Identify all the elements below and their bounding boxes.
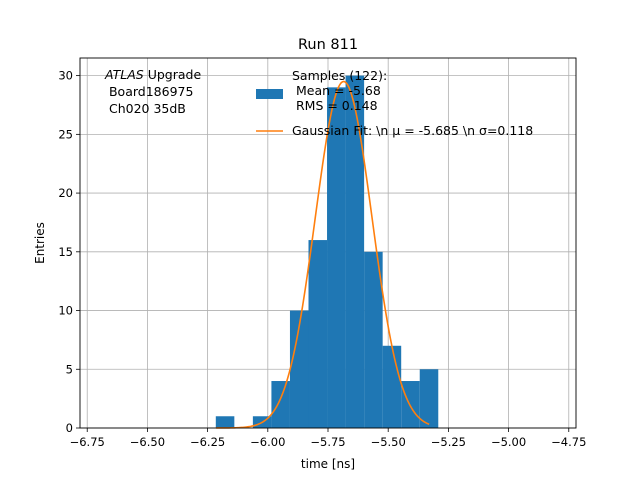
x-tick-label: −6.00 <box>250 435 285 449</box>
y-tick-label: 0 <box>66 421 73 435</box>
x-tick-label: −5.25 <box>431 435 466 449</box>
legend: Samples (122): Mean = -5.68 RMS = 0.148 G… <box>256 68 533 138</box>
histogram-bar <box>345 75 365 428</box>
y-axis-ticks: 0 5 10 15 20 25 30 <box>58 69 80 435</box>
histogram-bar <box>308 240 328 428</box>
x-tick-label: −6.25 <box>190 435 225 449</box>
x-tick-label: −5.00 <box>491 435 526 449</box>
x-tick-label: −5.50 <box>371 435 406 449</box>
x-axis-label: time [ns] <box>301 457 355 471</box>
gaussian-fit-curve <box>216 80 430 429</box>
x-tick-label: −6.50 <box>130 435 165 449</box>
legend-swatch-histogram <box>256 89 283 99</box>
atlas-annotation: ATLAS Upgrade Board186975 Ch020 35dB <box>104 67 201 116</box>
histogram-bar <box>364 251 383 428</box>
x-tick-label: −4.75 <box>551 435 586 449</box>
chart-title: Run 811 <box>298 37 358 53</box>
legend-label-histogram: RMS = 0.148 <box>292 98 378 113</box>
x-axis-ticks: −6.75 −6.50 −6.25 −6.00 −5.75 −5.50 −5.25 −5.00… <box>70 428 586 449</box>
x-tick-label: −6.75 <box>70 435 105 449</box>
histogram-bar <box>271 381 290 428</box>
annotation-line: Board186975 <box>105 84 193 99</box>
x-tick-label: −5.75 <box>310 435 345 449</box>
y-tick-label: 10 <box>58 304 73 318</box>
legend-label-histogram: Samples (122): <box>292 68 387 83</box>
y-tick-label: 20 <box>58 186 73 200</box>
histogram-bar <box>382 345 402 428</box>
legend-label-fit: Gaussian Fit: \n μ = -5.685 \n σ=0.118 <box>292 123 533 138</box>
legend-label-histogram: Mean = -5.68 <box>292 83 381 98</box>
y-tick-label: 30 <box>58 69 73 83</box>
y-axis-label: Entries <box>33 222 47 264</box>
annotation-line: Ch020 35dB <box>105 101 186 116</box>
histogram-bar <box>419 369 439 428</box>
y-tick-label: 15 <box>58 245 73 259</box>
y-tick-label: 5 <box>66 362 73 376</box>
annotation-line: ATLAS Upgrade <box>104 67 201 82</box>
histogram-bar <box>327 87 346 428</box>
histogram-bars <box>215 75 439 428</box>
y-tick-label: 25 <box>58 127 73 141</box>
histogram-bar <box>215 416 235 428</box>
histogram-bar <box>289 310 309 428</box>
